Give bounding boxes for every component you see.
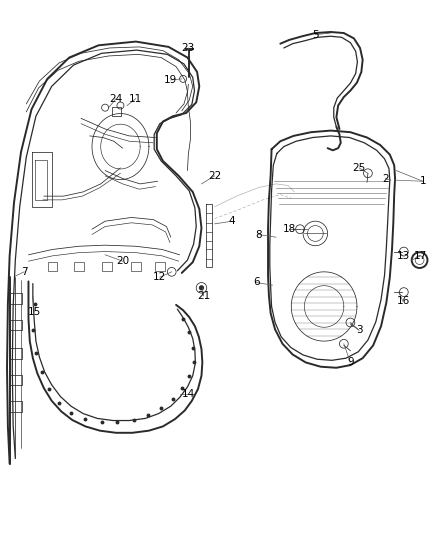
- Text: 20: 20: [116, 256, 129, 266]
- Text: 3: 3: [356, 326, 363, 335]
- Text: 25: 25: [353, 163, 366, 173]
- Text: 11: 11: [129, 94, 142, 103]
- Text: 8: 8: [255, 230, 262, 239]
- Text: 18: 18: [283, 224, 296, 234]
- Text: 6: 6: [253, 278, 260, 287]
- Text: 22: 22: [208, 171, 221, 181]
- Text: 21: 21: [197, 291, 210, 301]
- Text: 17: 17: [414, 251, 427, 261]
- Text: 14: 14: [182, 390, 195, 399]
- Text: 12: 12: [153, 272, 166, 282]
- Text: 19: 19: [164, 75, 177, 85]
- Text: 13: 13: [396, 251, 410, 261]
- Text: 1: 1: [419, 176, 426, 186]
- Text: 16: 16: [396, 296, 410, 306]
- Text: 5: 5: [312, 30, 319, 39]
- Text: 24: 24: [110, 94, 123, 103]
- Text: 2: 2: [382, 174, 389, 183]
- Text: 7: 7: [21, 267, 28, 277]
- Text: 15: 15: [28, 307, 41, 317]
- Circle shape: [199, 285, 204, 290]
- Text: 9: 9: [347, 358, 354, 367]
- Text: 4: 4: [229, 216, 236, 226]
- Text: 23: 23: [182, 43, 195, 53]
